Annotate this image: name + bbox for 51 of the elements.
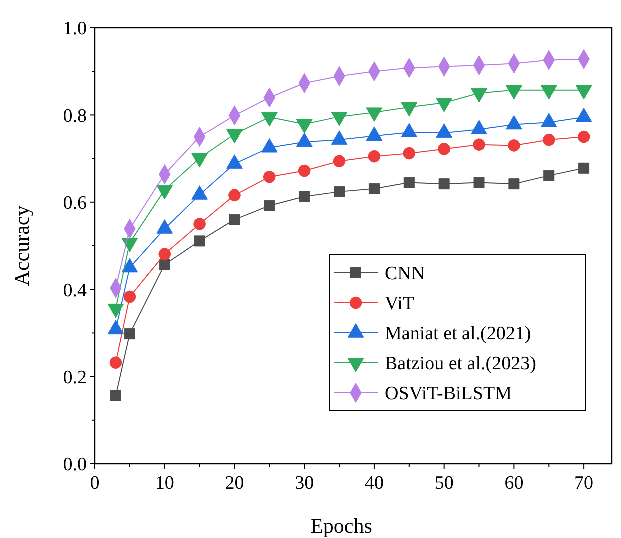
- legend-label: Maniat et al.(2021): [385, 324, 532, 345]
- point: [194, 218, 206, 230]
- x-tick-label: 0: [90, 473, 100, 494]
- y-tick-label: 0.6: [63, 193, 87, 214]
- point: [438, 178, 450, 190]
- y-tick-label: 0.2: [63, 367, 87, 388]
- legend-label: Batziou et al.(2023): [385, 354, 536, 375]
- point: [110, 390, 122, 402]
- x-tick-label: 70: [574, 473, 594, 494]
- point: [298, 164, 311, 178]
- point: [124, 328, 136, 340]
- point: [333, 155, 346, 168]
- point: [334, 186, 346, 198]
- x-tick-label: 10: [155, 473, 174, 494]
- point: [299, 191, 310, 202]
- point: [159, 259, 170, 270]
- point: [578, 130, 590, 144]
- text: 0.0: [63, 454, 87, 476]
- legend-label: OSViT-BiLSTM: [385, 384, 512, 405]
- y-tick-label: 0.8: [63, 106, 87, 127]
- point: [578, 162, 590, 174]
- y-tick-label: 0.4: [63, 280, 88, 302]
- point: [158, 248, 172, 260]
- x-axis-title: Epochs: [310, 514, 372, 538]
- point: [508, 140, 520, 152]
- point: [473, 138, 486, 152]
- point: [403, 147, 416, 160]
- point: [263, 170, 276, 184]
- point: [404, 177, 415, 188]
- point: [508, 178, 520, 190]
- point: [544, 170, 555, 182]
- legend-label: ViT: [385, 294, 415, 315]
- point: [438, 143, 450, 156]
- point: [228, 189, 241, 202]
- point: [368, 183, 380, 194]
- text: 1.0: [63, 18, 87, 40]
- point: [124, 290, 136, 304]
- point: [110, 356, 122, 370]
- x-tick-label: 30: [295, 473, 314, 494]
- point: [368, 150, 381, 163]
- legend-label: CNN: [385, 264, 426, 285]
- y-axis-title: Accuracy: [10, 205, 34, 286]
- point: [229, 214, 240, 226]
- point: [474, 177, 485, 188]
- x-tick-label: 20: [225, 473, 244, 494]
- x-tick-label: 40: [364, 473, 384, 494]
- point: [194, 236, 206, 247]
- point: [542, 134, 556, 146]
- x-tick-label: 60: [504, 473, 524, 494]
- point: [264, 200, 276, 212]
- x-tick-label: 50: [434, 473, 454, 494]
